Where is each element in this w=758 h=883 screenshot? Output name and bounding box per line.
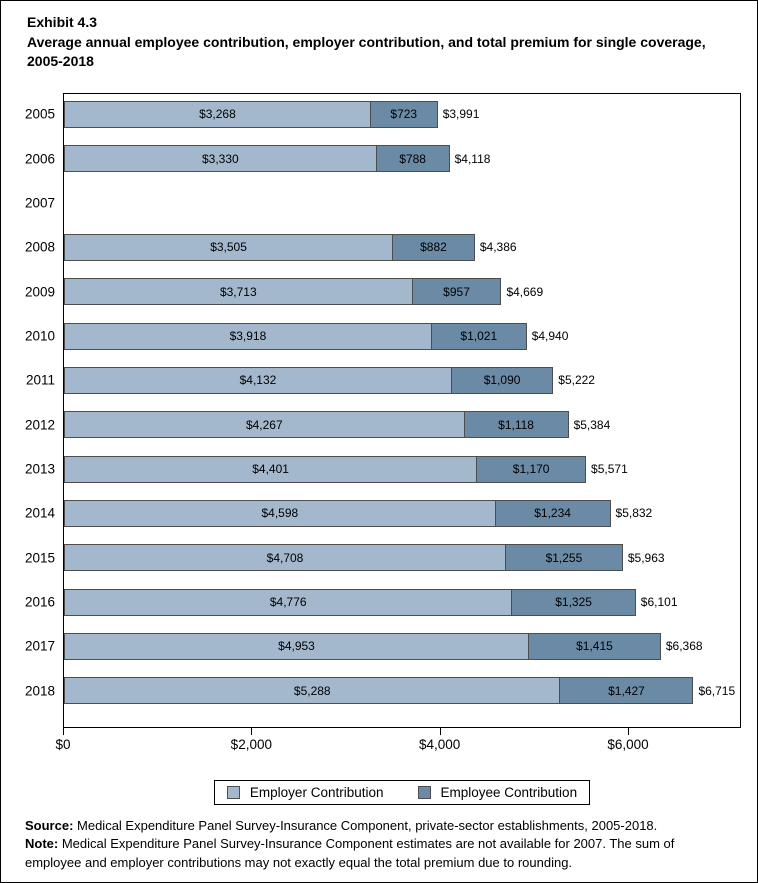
employee-bar-segment: $1,325 — [511, 588, 636, 616]
legend-row: Employer Contribution Employee Contribut… — [63, 779, 741, 805]
note-line: Note: Medical Expenditure Panel Survey-I… — [25, 835, 733, 872]
employer-bar-segment: $4,132 — [64, 366, 452, 394]
total-premium-label: $6,368 — [665, 639, 703, 654]
year-label: 2015 — [24, 550, 55, 566]
legend-label-employee: Employee Contribution — [440, 784, 578, 800]
footer-notes: Source: Medical Expenditure Panel Survey… — [25, 817, 733, 872]
x-tick-label: $6,000 — [607, 736, 649, 752]
employer-bar-segment: $3,713 — [64, 278, 413, 306]
year-label: 2009 — [24, 284, 55, 300]
source-text: Medical Expenditure Panel Survey-Insuran… — [73, 817, 658, 833]
employer-bar-segment: $3,330 — [64, 145, 377, 173]
employer-bar-segment: $3,505 — [64, 233, 394, 261]
year-label: 2017 — [24, 638, 55, 654]
bar-row: 2014 $4,598 $1,234 $5,832 — [25, 499, 740, 527]
source-line: Source: Medical Expenditure Panel Survey… — [25, 817, 733, 835]
chart-header: Exhibit 4.3 Average annual employee cont… — [1, 1, 757, 72]
employer-bar-segment: $4,953 — [64, 632, 530, 660]
year-label: 2005 — [24, 106, 55, 122]
chart-title: Average annual employee contribution, em… — [27, 33, 706, 70]
year-label: 2018 — [24, 683, 55, 699]
bar-row: 2010 $3,918 $1,021 $4,940 — [25, 322, 740, 350]
employee-bar-segment: $1,170 — [476, 455, 587, 483]
employee-bar-segment: $723 — [369, 100, 438, 128]
year-label: 2007 — [24, 195, 55, 211]
note-text: Medical Expenditure Panel Survey-Insuran… — [25, 836, 675, 870]
bar-row: 2018 $5,288 $1,427 $6,715 — [25, 677, 740, 705]
chart-area: 2005 $3,268 $723 $3,991 2006 $3,330 $788 $4,118… — [25, 92, 741, 762]
year-label: 2011 — [25, 372, 55, 388]
x-tick-mark — [439, 727, 441, 735]
total-premium-label: $5,963 — [627, 550, 665, 565]
plot-area: 2005 $3,268 $723 $3,991 2006 $3,330 $788 $4,118… — [25, 92, 741, 728]
year-label: 2008 — [24, 239, 55, 255]
employer-bar-segment: $5,288 — [64, 677, 561, 705]
source-label: Source: — [25, 817, 74, 833]
x-tick-mark — [628, 727, 629, 735]
employer-swatch-icon — [226, 785, 240, 799]
year-label: 2016 — [24, 594, 55, 610]
total-premium-label: $4,940 — [531, 329, 569, 344]
year-label: 2012 — [24, 417, 55, 433]
employee-bar-segment: $1,234 — [494, 499, 611, 527]
total-premium-label: $6,101 — [640, 595, 678, 610]
bar-row: 2006 $3,330 $788 $4,118 — [25, 145, 740, 173]
bar-row: 2013 $4,401 $1,170 $5,571 — [25, 455, 740, 483]
bar-row: 2009 $3,713 $957 $4,669 — [25, 278, 740, 306]
total-premium-label: $5,384 — [573, 417, 611, 432]
employee-swatch-icon — [417, 785, 431, 799]
employer-bar-segment: $4,267 — [64, 411, 465, 439]
x-axis: $0 $2,000 $4,000 $6,000 — [55, 727, 741, 762]
employee-bar-segment: $1,021 — [430, 322, 527, 350]
x-tick-label: $4,000 — [419, 736, 461, 752]
year-label: 2006 — [24, 151, 55, 167]
employee-bar-segment: $1,090 — [450, 366, 554, 394]
x-tick-label: $2,000 — [230, 736, 272, 752]
employee-bar-segment: $1,415 — [528, 632, 661, 660]
bar-row: 2017 $4,953 $1,415 $6,368 — [25, 632, 740, 660]
employee-bar-segment: $1,118 — [463, 411, 569, 439]
total-premium-label: $6,715 — [698, 683, 736, 698]
employer-bar-segment: $4,708 — [64, 544, 507, 572]
x-tick-mark — [63, 727, 64, 735]
total-premium-label: $5,832 — [615, 506, 653, 521]
total-premium-label: $4,118 — [454, 151, 491, 166]
total-premium-label: $4,386 — [479, 240, 517, 255]
employee-bar-segment: $1,255 — [505, 544, 623, 572]
employee-bar-segment: $1,427 — [559, 677, 694, 705]
x-tick-mark — [251, 727, 253, 735]
total-premium-label: $5,222 — [558, 373, 595, 388]
year-label: 2010 — [24, 328, 55, 344]
bar-row: 2011 $4,132 $1,090 $5,222 — [26, 366, 740, 394]
legend-label-employer: Employer Contribution — [249, 784, 384, 800]
bar-row: 2005 $3,268 $723 $3,991 — [25, 100, 740, 128]
legend: Employer Contribution Employee Contribut… — [213, 779, 591, 805]
employer-bar-segment: $4,401 — [64, 455, 478, 483]
employer-bar-segment: $3,268 — [64, 100, 371, 128]
total-premium-label: $4,669 — [506, 284, 544, 299]
employer-bar-segment: $4,776 — [64, 588, 513, 616]
bar-row: 2015 $4,708 $1,255 $5,963 — [25, 544, 740, 572]
year-label: 2014 — [24, 505, 55, 521]
total-premium-label: $3,991 — [442, 107, 480, 122]
total-premium-label: $5,571 — [591, 462, 628, 477]
bar-row: 2008 $3,505 $882 $4,386 — [25, 233, 740, 261]
year-label: 2013 — [24, 461, 55, 477]
bar-row: 2016 $4,776 $1,325 $6,101 — [25, 588, 740, 616]
note-label: Note: — [25, 836, 59, 852]
bar-row: 2012 $4,267 $1,118 $5,384 — [25, 411, 740, 439]
x-tick-label: $0 — [55, 736, 71, 752]
bar-row: 2007 — [25, 189, 740, 216]
exhibit-number: Exhibit 4.3 — [27, 14, 98, 30]
legend-item-employee: Employee Contribution — [417, 784, 578, 800]
legend-item-employer: Employer Contribution — [226, 784, 384, 800]
employee-bar-segment: $882 — [392, 233, 475, 261]
employee-bar-segment: $788 — [375, 145, 450, 173]
employee-bar-segment: $957 — [411, 278, 502, 306]
employer-bar-segment: $3,918 — [64, 322, 432, 350]
employer-bar-segment: $4,598 — [64, 499, 496, 527]
